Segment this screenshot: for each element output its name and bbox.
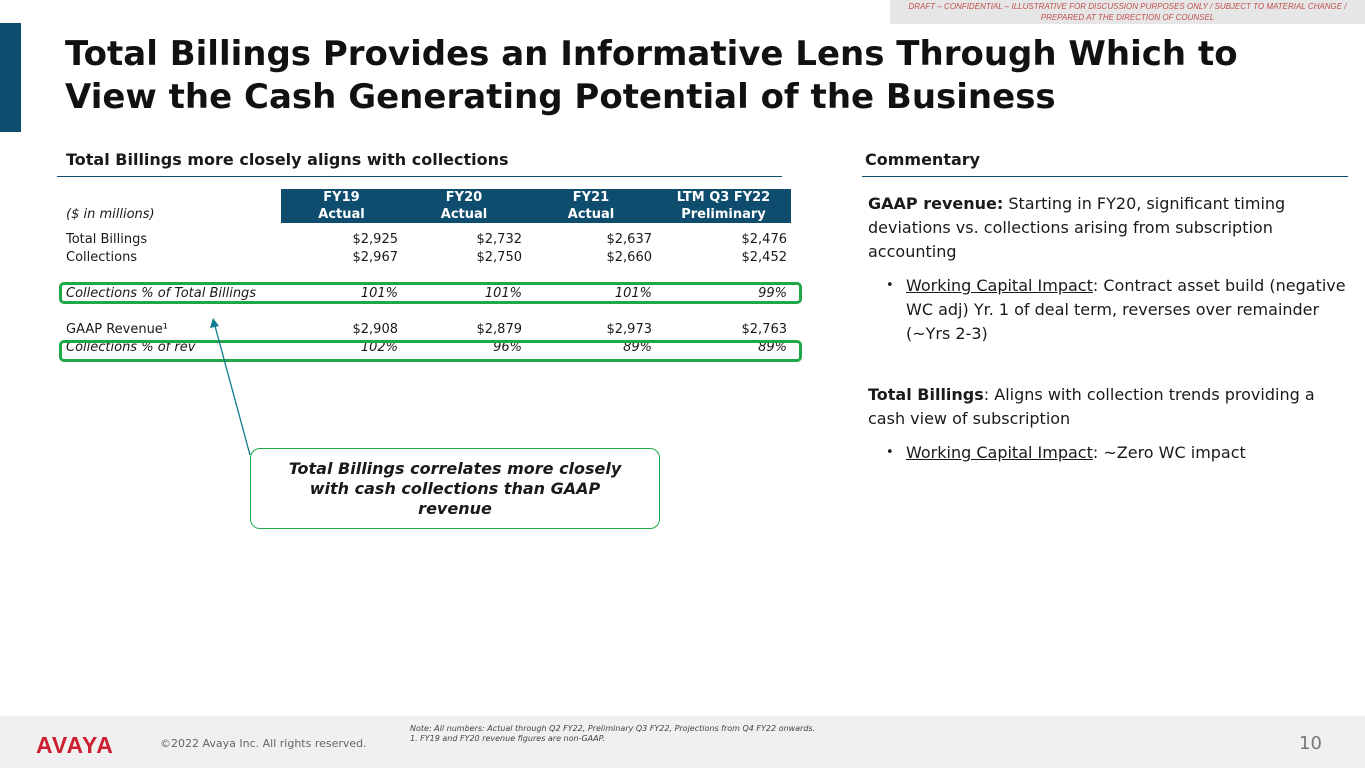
- table-row-collections-pct-rev: Collections % of rev 102% 96% 89% 89%: [58, 338, 791, 356]
- table-row-collections-pct-billings: Collections % of Total Billings 101% 101…: [58, 284, 791, 302]
- table-cell: $2,452: [741, 249, 788, 265]
- table-cell: 101%: [614, 285, 652, 301]
- column-header-fy21: FY21 Actual: [526, 189, 656, 223]
- table-cell: $2,637: [606, 231, 653, 247]
- callout-box: Total Billings correlates more closely w…: [250, 448, 660, 529]
- table-cell: $2,967: [352, 249, 399, 265]
- row-label: Collections % of Total Billings: [66, 285, 257, 301]
- column-header-ltm: LTM Q3 FY22 Preliminary: [656, 189, 791, 223]
- row-label: GAAP Revenue¹: [66, 321, 169, 337]
- footnote: Note: All numbers: Actual through Q2 FY2…: [410, 724, 816, 743]
- column-header-fy20: FY20 Actual: [402, 189, 526, 223]
- table-cell: 101%: [360, 285, 398, 301]
- table-row-total-billings: Total Billings $2,925 $2,732 $2,637 $2,4…: [58, 230, 791, 248]
- draft-notice: DRAFT – CONFIDENTIAL – ILLUSTRATIVE FOR …: [890, 0, 1365, 24]
- left-section-heading: Total Billings more closely aligns with …: [66, 150, 509, 169]
- commentary-body: GAAP revenue: Starting in FY20, signific…: [868, 192, 1348, 465]
- avaya-logo: AVAYA: [36, 732, 114, 758]
- table-cell: 99%: [758, 285, 787, 301]
- copyright: ©2022 Avaya Inc. All rights reserved.: [160, 737, 367, 750]
- left-section-rule: [57, 176, 782, 177]
- row-label: Collections: [66, 249, 138, 265]
- table-cell: 102%: [360, 339, 398, 355]
- highlight-box-billings: [59, 282, 802, 304]
- table-cell: $2,476: [741, 231, 788, 247]
- table-cell: $2,925: [352, 231, 399, 247]
- commentary-rule: [862, 176, 1348, 177]
- table-cell: 89%: [758, 339, 787, 355]
- page-number: 10: [1299, 733, 1322, 754]
- highlight-box-revenue: [59, 340, 802, 362]
- units-label: ($ in millions): [58, 189, 278, 223]
- column-header-fy19: FY19 Actual: [275, 189, 402, 223]
- table-cell: $2,732: [476, 231, 523, 247]
- table-cell: $2,763: [741, 321, 788, 337]
- financial-table: ($ in millions) FY19 Actual FY20 Actual FY…: [58, 189, 791, 356]
- table-row-gaap-revenue: GAAP Revenue¹ $2,908 $2,879 $2,973 $2,76…: [58, 320, 791, 338]
- gaap-paragraph: GAAP revenue: Starting in FY20, signific…: [868, 194, 1286, 261]
- footer: [0, 716, 1365, 768]
- table-cell: $2,660: [606, 249, 653, 265]
- billings-paragraph: Total Billings: Aligns with collection t…: [868, 385, 1315, 428]
- row-label: Total Billings: [66, 231, 148, 247]
- table-row-collections: Collections $2,967 $2,750 $2,660 $2,452: [58, 248, 791, 266]
- gaap-bullet: Working Capital Impact: Contract asset b…: [886, 274, 1348, 346]
- page-title: Total Billings Provides an Informative L…: [65, 34, 1238, 117]
- table-cell: $2,879: [476, 321, 523, 337]
- table-header-row: ($ in millions) FY19 Actual FY20 Actual FY…: [58, 189, 791, 223]
- table-cell: $2,973: [606, 321, 653, 337]
- commentary-heading: Commentary: [865, 150, 981, 169]
- accent-bar: [0, 23, 21, 132]
- table-cell: $2,908: [352, 321, 399, 337]
- table-cell: $2,750: [476, 249, 523, 265]
- billings-bullet: Working Capital Impact: ~Zero WC impact: [886, 441, 1348, 465]
- table-cell: 96%: [493, 339, 522, 355]
- table-cell: 101%: [484, 285, 522, 301]
- row-label: Collections % of rev: [66, 339, 196, 355]
- table-cell: 89%: [623, 339, 652, 355]
